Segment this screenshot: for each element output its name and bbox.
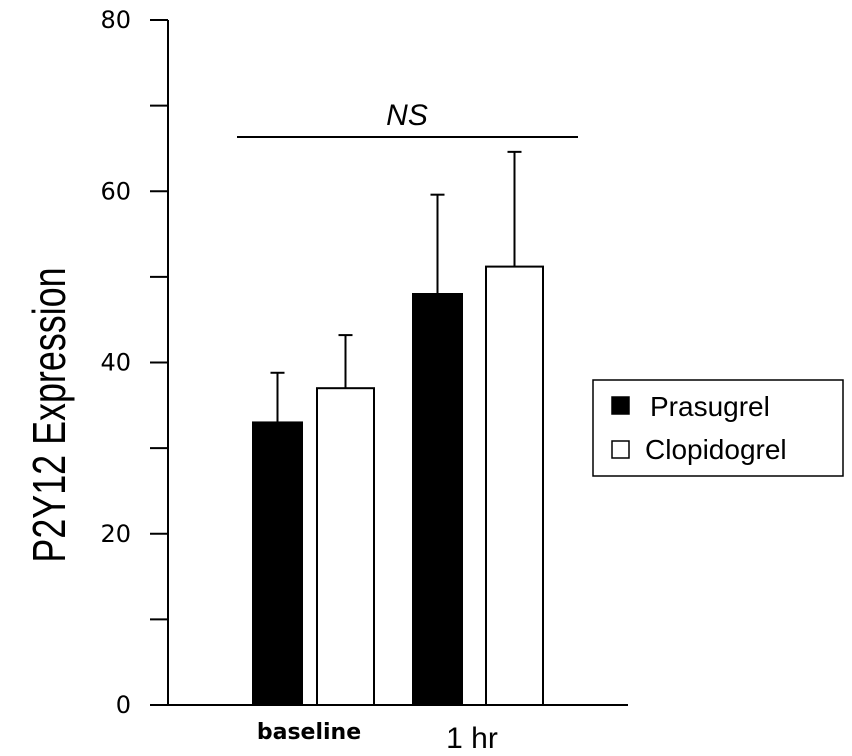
legend-box [592, 379, 844, 477]
y-tick-label: 60 [100, 177, 131, 205]
significance-annotation: NS [237, 99, 578, 138]
legend-swatch-prasugrel [611, 396, 630, 415]
bar-prasugrel-baseline [252, 421, 303, 706]
bar-prasugrel-1hr [412, 293, 463, 706]
y-axis-label: P2Y12 Expression [24, 267, 75, 562]
bar-clopidogrel-1hr [485, 265, 544, 706]
legend-label-clopidogrel: Clopidogrel [645, 434, 787, 465]
y-tick-label: 0 [116, 691, 131, 719]
bar-clopidogrel-baseline [316, 387, 375, 706]
y-tick-label: 80 [100, 6, 131, 34]
y-tick-label: 20 [100, 520, 131, 548]
y-axis: 0 20 40 60 80 [100, 6, 628, 719]
y-tick-label: 40 [100, 349, 131, 377]
legend-swatch-clopidogrel [611, 440, 630, 459]
significance-label: NS [386, 99, 428, 132]
category-labels: baseline 1 hr [257, 720, 498, 755]
legend-label-prasugrel: Prasugrel [650, 391, 770, 422]
bars [252, 150, 544, 706]
category-label: baseline [257, 720, 361, 745]
category-label: 1 hr [446, 722, 498, 755]
legend: Prasugrel Clopidogrel [592, 379, 844, 477]
